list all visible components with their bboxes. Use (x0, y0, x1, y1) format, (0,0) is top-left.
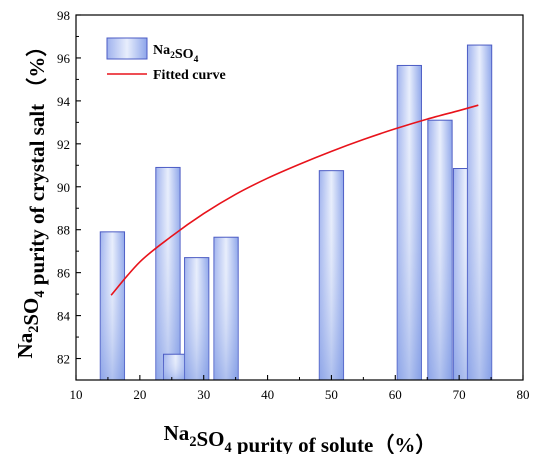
bar (318, 170, 345, 381)
bar (155, 166, 181, 381)
x-tick-label: 50 (325, 387, 338, 402)
bars-layer (99, 44, 493, 381)
x-tick-label: 70 (453, 387, 466, 402)
bar (184, 257, 210, 381)
bar-shade (213, 237, 239, 380)
axes-layer: 10 20 30 40 50 60 70 80 82 84 86 88 90 92 94 96 98 (57, 8, 530, 402)
bar-shade (427, 120, 453, 381)
bar-shade (397, 65, 422, 381)
bar-shade (163, 354, 188, 380)
legend-bar-label: Na2SO4 (153, 43, 199, 65)
bar-shade (467, 45, 492, 380)
legend-bar-swatch (106, 37, 148, 60)
y-tick-label: 90 (57, 180, 70, 195)
bar-shade (319, 170, 344, 380)
x-tick-label: 40 (261, 387, 274, 402)
bar (427, 119, 453, 381)
y-tick-label: 94 (57, 94, 71, 109)
bar (396, 64, 422, 381)
bar-shade (184, 257, 209, 380)
y-tick-label: 96 (57, 51, 71, 66)
y-tick-label: 86 (57, 266, 71, 281)
x-tick-label: 10 (70, 387, 83, 402)
x-tick-label: 80 (517, 387, 530, 402)
legend-curve-label: Fitted curve (153, 68, 226, 83)
bar (466, 44, 493, 381)
axis-titles: Na2SO4 purity of solute（%） Na2SO4 purity … (13, 36, 436, 454)
x-tick-label: 60 (389, 387, 402, 402)
y-tick-label: 84 (57, 309, 71, 324)
bar-shade (155, 167, 181, 380)
legend: Na2SO4 Fitted curve (106, 37, 226, 83)
y-tick-label: 82 (57, 352, 70, 367)
y-tick-label: 98 (57, 8, 70, 23)
bar (162, 353, 189, 381)
bar (213, 236, 239, 381)
y-axis-title: Na2SO4 purity of crystal salt （%） (13, 36, 49, 359)
x-axis-title: Na2SO4 purity of solute（%） (164, 421, 437, 454)
x-tick-label: 20 (133, 387, 146, 402)
y-tick-label: 88 (57, 223, 70, 238)
y-tick-label: 92 (57, 137, 70, 152)
fitted-curve (110, 104, 479, 296)
bar (99, 231, 126, 381)
bar-shade (100, 231, 125, 380)
curve-layer (110, 104, 479, 296)
x-tick-label: 30 (197, 387, 210, 402)
